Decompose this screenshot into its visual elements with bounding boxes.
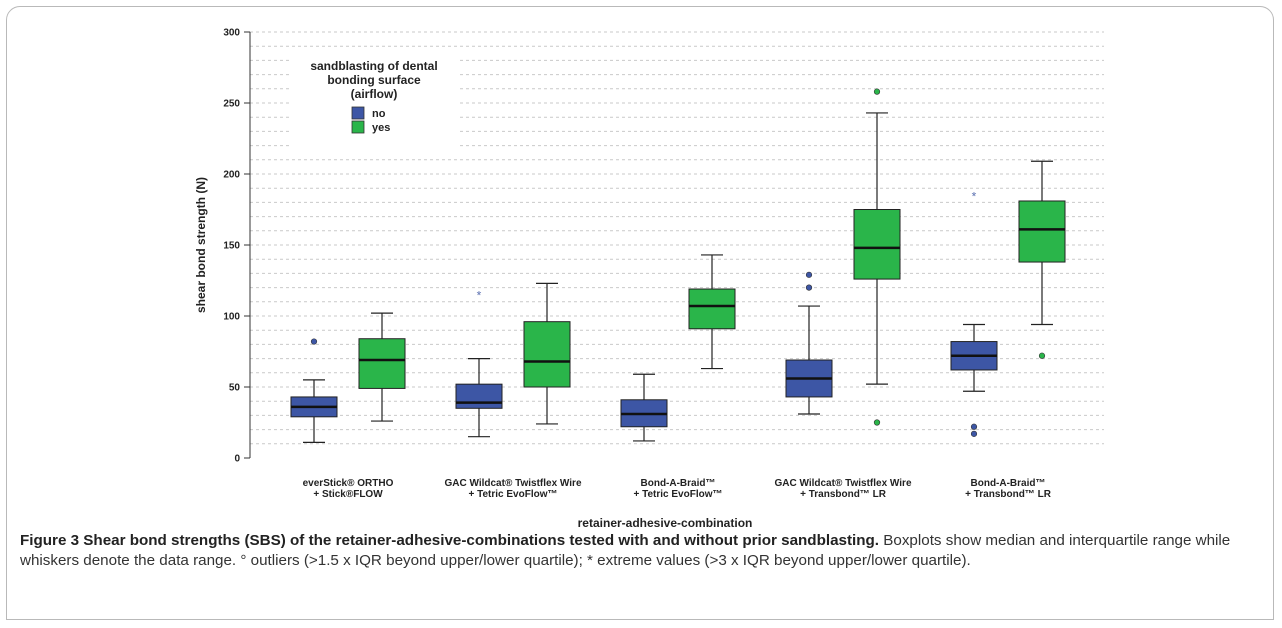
- x-axis-categories: everStick® ORTHO+ Stick®FLOW GAC Wildcat®…: [303, 478, 1052, 500]
- extreme-point: *: [477, 289, 482, 303]
- legend-label-yes: yes: [372, 122, 390, 134]
- y-tick-label: 50: [229, 383, 241, 394]
- category-label: GAC Wildcat® Twistflex Wire: [774, 478, 911, 489]
- legend-title-line: bonding surface: [327, 73, 421, 87]
- legend-label-no: no: [372, 108, 386, 120]
- figure-frame: [6, 6, 1274, 620]
- series-yes: [358, 88, 1066, 426]
- iqr-box: [358, 338, 406, 389]
- iqr-box: [688, 288, 736, 330]
- outlier-point: [310, 338, 318, 345]
- category-label: Bond-A-Braid™: [971, 478, 1046, 489]
- box-yes: [853, 88, 901, 426]
- x-axis-title: retainer-adhesive-combination: [578, 516, 753, 528]
- grid-lines: [250, 31, 1104, 445]
- category-label: + Tetric EvoFlow™: [634, 489, 723, 500]
- box-yes: [1018, 160, 1066, 359]
- iqr-box: [455, 383, 503, 409]
- boxplot-series: **: [290, 88, 1066, 443]
- y-axis-title: shear bond strength (N): [194, 177, 208, 313]
- category-label: + Transbond™ LR: [965, 489, 1052, 500]
- iqr-box: [523, 321, 571, 388]
- y-tick-label: 150: [223, 241, 240, 252]
- category-label: GAC Wildcat® Twistflex Wire: [444, 478, 581, 489]
- outlier-point: [970, 430, 978, 437]
- caption-lead: Figure 3 Shear bond strengths (SBS) of t…: [20, 532, 880, 549]
- box-yes: [358, 312, 406, 422]
- outlier-point: [805, 271, 813, 278]
- y-axis: 0 50 100 150 200 250 300: [223, 28, 251, 465]
- extreme-point: *: [972, 189, 977, 203]
- y-tick-label: 200: [223, 170, 240, 181]
- category-label: + Tetric EvoFlow™: [469, 489, 558, 500]
- outlier-point: [873, 419, 881, 426]
- outlier-point: [873, 88, 881, 95]
- box-no: [620, 373, 668, 442]
- category-label: Bond-A-Braid™: [641, 478, 716, 489]
- outlier-point: [805, 284, 813, 291]
- category-label: + Transbond™ LR: [800, 489, 887, 500]
- legend-title-line: (airflow): [351, 87, 398, 101]
- box-no: *: [455, 289, 503, 438]
- y-tick-label: 100: [223, 312, 240, 323]
- category-label: everStick® ORTHO: [303, 478, 394, 489]
- legend-swatch-yes: [351, 120, 365, 134]
- box-yes: [688, 254, 736, 370]
- outlier-point: [970, 423, 978, 430]
- iqr-box: [853, 209, 901, 280]
- legend-background: [290, 52, 458, 148]
- legend-swatch-no: [351, 106, 365, 120]
- iqr-box: [1018, 200, 1066, 263]
- y-tick-label: 250: [223, 99, 240, 110]
- figure-caption: Figure 3 Shear bond strengths (SBS) of t…: [20, 531, 1265, 571]
- y-tick-label: 300: [223, 28, 240, 39]
- box-no: *: [950, 189, 998, 437]
- box-no: [785, 271, 833, 415]
- box-no: [290, 338, 338, 443]
- legend-title-line: sandblasting of dental: [310, 59, 437, 73]
- legend: sandblasting of dental bonding surface (…: [290, 52, 458, 148]
- caption-body: Boxplots show median and interquartile r…: [20, 532, 1231, 569]
- y-tick-label: 0: [234, 454, 240, 465]
- box-yes: [523, 282, 571, 425]
- series-no: **: [290, 189, 998, 443]
- category-label: + Stick®FLOW: [313, 489, 383, 500]
- outlier-point: [1038, 352, 1046, 359]
